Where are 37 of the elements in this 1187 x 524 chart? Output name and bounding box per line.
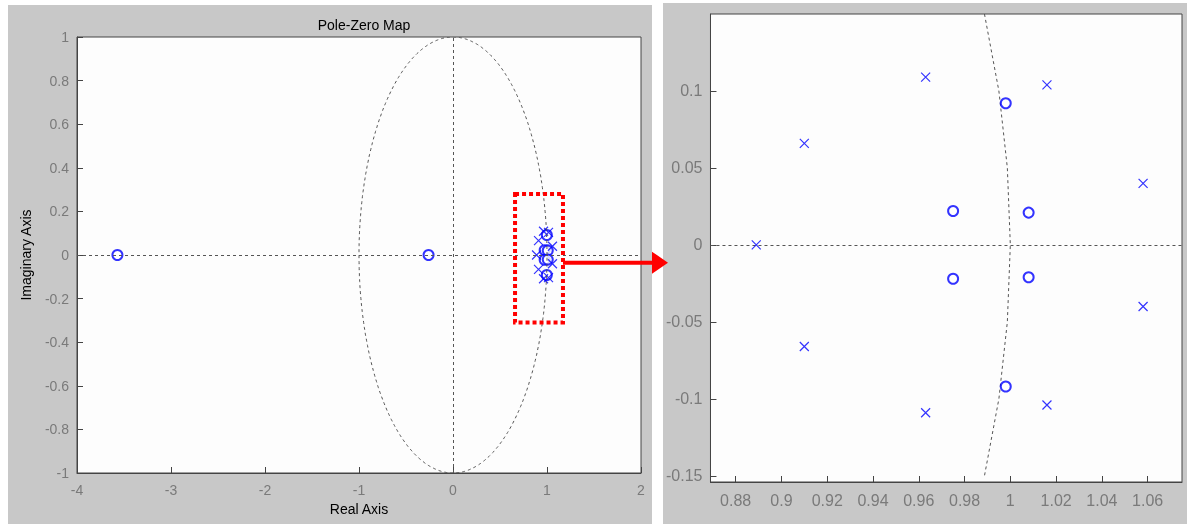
y-tick-label: 0	[693, 236, 703, 254]
x-tick-label: 0.92	[811, 491, 843, 509]
y-tick-label: 0.2	[49, 203, 70, 220]
x-tick-label: 0	[449, 482, 458, 498]
x-tick-label: -4	[70, 482, 84, 498]
x-axis-title: Real Axis	[329, 500, 389, 517]
x-tick-label: 1	[1005, 491, 1015, 509]
y-tick-label: -0.4	[44, 334, 70, 351]
y-tick-label: 0.4	[49, 159, 70, 176]
y-tick-label: 0	[61, 247, 70, 263]
x-tick-label: -1	[352, 482, 366, 498]
y-tick-label: 1	[61, 29, 70, 45]
y-tick-label: -0.15	[666, 467, 703, 485]
y-axis-title: Imaginary Axis	[18, 209, 34, 301]
y-tick-label: -0.6	[44, 377, 70, 394]
y-tick-label: 0.6	[49, 116, 70, 133]
y-tick-label: -0.8	[44, 421, 70, 438]
x-tick-label: 0.9	[770, 491, 793, 509]
y-tick-label: -0.05	[666, 313, 703, 331]
y-tick-label: 0.8	[49, 72, 70, 89]
x-tick-label: 1.06	[1132, 491, 1164, 509]
x-tick-label: -2	[258, 482, 272, 498]
y-tick-label: -0.2	[44, 290, 70, 307]
x-tick-label: 1	[543, 482, 552, 498]
x-tick-label: 0.88	[720, 491, 752, 509]
y-tick-label: 0.05	[671, 159, 703, 177]
y-tick-label: -1	[56, 465, 70, 481]
x-tick-label: 1.02	[1040, 491, 1072, 509]
y-tick-label: -0.1	[674, 390, 703, 408]
x-tick-label: 0.96	[903, 491, 935, 509]
x-tick-label: 1.04	[1086, 491, 1118, 509]
chart-title: Pole-Zero Map	[317, 17, 411, 33]
y-tick-label: 0.1	[680, 82, 703, 100]
x-tick-label: -3	[164, 482, 178, 498]
x-tick-label: 0.98	[948, 491, 981, 509]
x-tick-label: 2	[637, 482, 646, 498]
x-tick-label: 0.94	[857, 491, 889, 509]
